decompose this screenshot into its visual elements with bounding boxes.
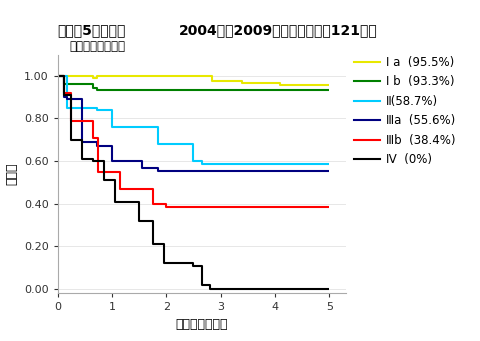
Text: 胃癌の5年生存率: 胃癌の5年生存率 [58, 24, 126, 38]
Text: 2004年～2009年の手術症例（121例）: 2004年～2009年の手術症例（121例） [179, 24, 377, 38]
Text: （他病死も含む）: （他病死も含む） [69, 40, 125, 53]
X-axis label: 生存期間（年）: 生存期間（年） [175, 318, 228, 331]
Legend: I a  (95.5%), I b  (93.3%), Ⅱ(58.7%), Ⅲa  (55.6%), Ⅲb  (38.4%), Ⅳ  (0%): I a (95.5%), I b (93.3%), Ⅱ(58.7%), Ⅲa (… [354, 56, 456, 166]
Y-axis label: 生存率: 生存率 [5, 163, 18, 185]
